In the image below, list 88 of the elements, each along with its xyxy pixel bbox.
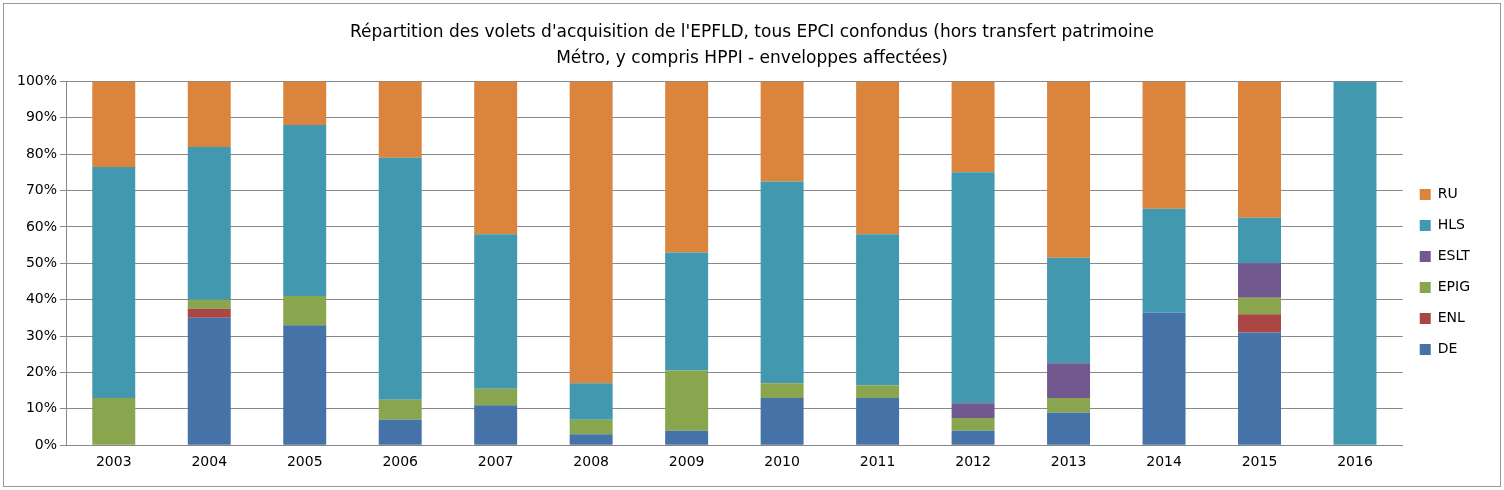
- bar: [187, 299, 231, 309]
- bar: [378, 399, 422, 420]
- x-tick-label: 2010: [764, 453, 800, 470]
- y-tick-label: 80%: [25, 144, 58, 161]
- y-tick-label: 100%: [16, 72, 58, 89]
- y-tick-label: 0%: [34, 435, 58, 452]
- x-tick-label: 2011: [859, 453, 896, 470]
- legend-label: DE: [1437, 340, 1458, 357]
- x-tick-label: 2007: [477, 453, 514, 470]
- bar: [951, 417, 995, 431]
- bar: [378, 419, 422, 445]
- bar: [283, 81, 327, 126]
- bar: [283, 296, 327, 326]
- bar: [1238, 81, 1281, 218]
- bar: [1238, 332, 1281, 445]
- x-tick-label: 2006: [382, 453, 419, 470]
- bar: [474, 405, 518, 445]
- bar: [951, 81, 995, 173]
- bar: [474, 388, 518, 406]
- chart-title: Répartition des volets d'acquisition de l'EPFLD, tous EPCI confondus (hors transfert patrimoine Métro, y compris HPPI - enveloppes affectées): [348, 20, 1156, 69]
- bar: [474, 234, 518, 389]
- bar: [92, 397, 136, 445]
- bar: [378, 157, 422, 400]
- bar: [1238, 217, 1281, 264]
- bar: [569, 434, 613, 445]
- y-tick-label: 40%: [25, 290, 58, 307]
- bar: [951, 172, 995, 404]
- legend-label: EPIG: [1437, 278, 1470, 295]
- bar: [1238, 263, 1281, 298]
- bar: [951, 403, 995, 418]
- bar: [856, 81, 900, 235]
- bar: [1142, 81, 1186, 209]
- bar: [665, 252, 709, 371]
- bar: [856, 385, 900, 398]
- x-tick-label: 2004: [191, 453, 228, 470]
- y-tick-label: 30%: [25, 326, 58, 343]
- bar: [569, 383, 613, 420]
- bar: [856, 397, 900, 445]
- bar: [760, 383, 804, 398]
- bar: [474, 81, 518, 235]
- x-tick-label: 2009: [668, 453, 705, 470]
- bar: [760, 81, 804, 182]
- y-tick-label: 50%: [25, 253, 58, 270]
- bar: [665, 81, 709, 253]
- bar: [1238, 297, 1281, 315]
- bar: [378, 81, 422, 158]
- x-tick-label: 2015: [1241, 453, 1278, 470]
- bar: [569, 81, 613, 384]
- x-tick-label: 2012: [955, 453, 991, 470]
- x-tick-label: 2014: [1146, 453, 1182, 470]
- bar: [187, 81, 231, 147]
- y-tick-label: 60%: [25, 217, 58, 234]
- y-tick-label: 70%: [25, 181, 58, 198]
- y-tick-label: 10%: [25, 399, 58, 416]
- bar: [92, 81, 136, 167]
- bar: [283, 325, 327, 445]
- x-tick-label: 2003: [95, 453, 132, 470]
- legend-label: ENL: [1437, 309, 1466, 326]
- x-tick-label: 2008: [573, 453, 609, 470]
- bar: [665, 430, 709, 445]
- bar: [1047, 397, 1091, 413]
- x-tick-label: 2005: [286, 453, 323, 470]
- bar: [1047, 81, 1091, 258]
- y-tick-label: 20%: [25, 363, 58, 380]
- bar: [187, 317, 231, 445]
- bar: [187, 308, 231, 318]
- bar: [1047, 257, 1091, 364]
- bar: [951, 430, 995, 445]
- bar: [1047, 412, 1091, 445]
- bar: [92, 166, 136, 398]
- bar: [760, 397, 804, 445]
- bar: [665, 370, 709, 431]
- bar: [856, 234, 900, 386]
- x-tick-label: 2016: [1337, 453, 1373, 470]
- bar: [569, 419, 613, 435]
- bar: [1142, 312, 1186, 445]
- bar: [1142, 208, 1186, 313]
- y-tick-label: 90%: [25, 108, 58, 125]
- bar: [187, 146, 231, 300]
- legend-label: HLS: [1437, 216, 1466, 233]
- legend-label: RU: [1437, 185, 1458, 202]
- x-tick-label: 2013: [1050, 453, 1087, 470]
- bar: [760, 181, 804, 384]
- bar: [1238, 314, 1281, 333]
- bar: [1047, 363, 1091, 398]
- bar: [283, 125, 327, 297]
- legend-label: ESLT: [1437, 247, 1471, 264]
- bar: [1333, 81, 1377, 445]
